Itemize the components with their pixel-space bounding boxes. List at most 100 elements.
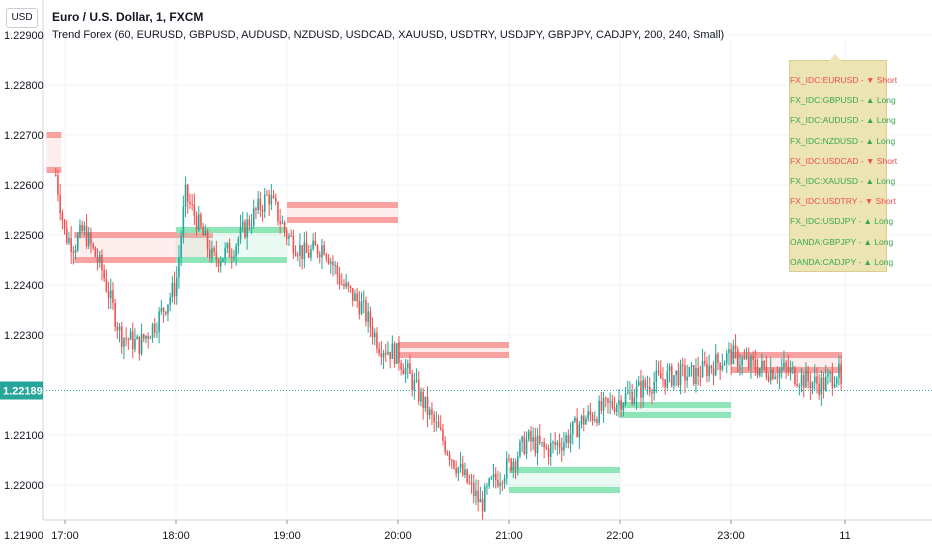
short-zone-top-line bbox=[74, 232, 213, 238]
candle-body bbox=[582, 415, 585, 425]
candle-body bbox=[224, 247, 226, 259]
candle-body bbox=[202, 226, 204, 236]
candle-body bbox=[145, 335, 147, 339]
candle-body bbox=[580, 415, 583, 425]
candle-body bbox=[114, 302, 116, 327]
trend-row: FX_IDC:NZDUSD - ▲ Long bbox=[790, 135, 896, 146]
candle-body bbox=[585, 418, 587, 425]
candle-body bbox=[618, 400, 620, 406]
candle-body bbox=[228, 243, 231, 258]
candle-body bbox=[393, 343, 396, 364]
trend-row: OANDA:GBPJPY - ▲ Long bbox=[790, 236, 894, 247]
candle-body bbox=[178, 257, 180, 278]
candle-body bbox=[569, 434, 572, 444]
candle-body bbox=[426, 396, 429, 416]
candle-body bbox=[653, 382, 655, 394]
candle-body bbox=[384, 352, 387, 355]
candle-body bbox=[490, 477, 493, 479]
candle-body bbox=[692, 365, 695, 384]
long-zone-bottom-line bbox=[620, 412, 731, 418]
candle-body bbox=[239, 226, 242, 240]
candle-body bbox=[622, 403, 625, 411]
candle-body bbox=[811, 382, 814, 389]
candle-body bbox=[640, 381, 642, 398]
price-axis-label: 1.22100 bbox=[4, 430, 44, 442]
candle-body bbox=[281, 222, 284, 224]
candle-body bbox=[200, 214, 202, 227]
candle-body bbox=[483, 486, 486, 512]
time-axis-label: 20:00 bbox=[384, 530, 412, 542]
candle-body bbox=[134, 339, 136, 350]
candle-body bbox=[263, 194, 266, 212]
candle-body bbox=[208, 249, 211, 259]
candle-body bbox=[745, 357, 748, 359]
candle-body bbox=[387, 351, 389, 355]
candle-body bbox=[611, 401, 614, 408]
candle-body bbox=[459, 463, 462, 468]
candle-body bbox=[794, 367, 796, 385]
candle-body bbox=[415, 379, 418, 381]
candle-body bbox=[140, 334, 143, 354]
candle-body bbox=[673, 375, 675, 386]
candle-body bbox=[195, 215, 198, 231]
candle-body bbox=[338, 274, 341, 285]
candle-body bbox=[607, 398, 609, 403]
time-axis-label: 11 bbox=[839, 530, 850, 542]
candle-body bbox=[758, 368, 761, 376]
candle-body bbox=[659, 372, 662, 379]
candle-body bbox=[629, 391, 631, 393]
candle-body bbox=[420, 391, 422, 402]
candle-body bbox=[578, 424, 581, 438]
price-axis[interactable] bbox=[0, 0, 43, 520]
candle-body bbox=[125, 338, 127, 340]
candle-body bbox=[809, 381, 812, 389]
price-axis-label: 1.22600 bbox=[4, 180, 44, 192]
candle-body bbox=[68, 237, 70, 243]
candle-body bbox=[131, 331, 134, 350]
time-axis[interactable] bbox=[43, 520, 932, 550]
trend-row: OANDA:CADJPY - ▲ Long bbox=[790, 256, 894, 267]
candle-body bbox=[741, 358, 743, 366]
candle-body bbox=[244, 221, 246, 238]
currency-badge[interactable]: USD bbox=[6, 8, 38, 28]
price-axis-label: 1.22300 bbox=[4, 330, 44, 342]
candle-body bbox=[800, 374, 803, 386]
candle-body bbox=[664, 379, 666, 388]
candle-body bbox=[752, 356, 754, 361]
candle-body bbox=[761, 360, 763, 369]
candle-body bbox=[204, 231, 207, 236]
candle-body bbox=[754, 360, 757, 370]
candle-body bbox=[285, 230, 288, 239]
candle-body bbox=[637, 381, 640, 386]
candle-body bbox=[211, 248, 213, 259]
candle-body bbox=[402, 369, 405, 375]
candle-body bbox=[424, 396, 427, 409]
candle-body bbox=[534, 437, 537, 454]
candle-body bbox=[171, 282, 174, 298]
candle-body bbox=[699, 376, 702, 378]
candle-body bbox=[261, 209, 264, 212]
candle-body bbox=[464, 469, 466, 475]
candle-body bbox=[182, 207, 185, 237]
candle-body bbox=[409, 363, 411, 374]
candle-body bbox=[138, 336, 141, 354]
indicator-legend[interactable]: Trend Forex (60, EURUSD, GBPUSD, AUDUSD,… bbox=[52, 29, 725, 41]
candle-body bbox=[543, 442, 545, 448]
candle-body bbox=[549, 442, 552, 457]
candle-body bbox=[767, 376, 770, 381]
candle-body bbox=[186, 184, 189, 202]
candle-body bbox=[288, 235, 290, 239]
candle-body bbox=[521, 436, 523, 442]
candle-body bbox=[516, 456, 519, 468]
symbol-title[interactable]: Euro / U.S. Dollar, 1, FXCM bbox=[52, 10, 204, 24]
short-zone-bottom-line bbox=[398, 352, 509, 358]
candle-body bbox=[237, 239, 240, 246]
candle-body bbox=[681, 364, 684, 366]
short-zone-top-line bbox=[731, 352, 842, 358]
candle-body bbox=[411, 373, 413, 391]
candle-body bbox=[136, 336, 138, 340]
trend-row: FX_IDC:GBPUSD - ▲ Long bbox=[790, 95, 896, 106]
candle-body bbox=[167, 304, 169, 314]
